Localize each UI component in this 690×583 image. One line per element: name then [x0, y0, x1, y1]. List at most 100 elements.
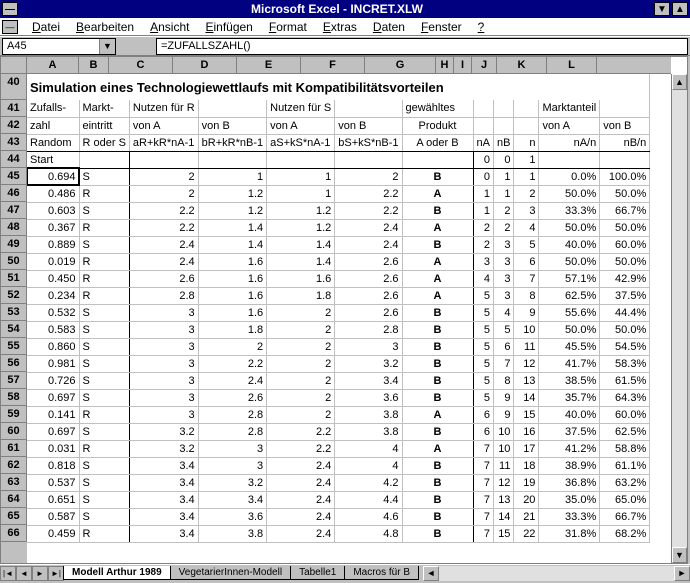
cell[interactable]: 4	[335, 440, 402, 457]
cell[interactable]: 5	[473, 372, 493, 389]
cell[interactable]: 65.0%	[600, 491, 650, 508]
cell[interactable]: S	[79, 202, 129, 219]
cell[interactable]: 7	[473, 457, 493, 474]
cell[interactable]: aR+kR*nA-1	[129, 134, 198, 151]
col-header-K[interactable]: K	[497, 57, 547, 73]
cell[interactable]: 2	[267, 321, 335, 338]
row-header-58[interactable]: 58	[1, 389, 27, 406]
menu-format[interactable]: Format	[261, 20, 315, 34]
cell[interactable]: 0.450	[27, 270, 79, 287]
cell[interactable]	[473, 100, 493, 117]
cell[interactable]: 13	[514, 372, 539, 389]
cell[interactable]	[335, 151, 402, 168]
cell[interactable]: B	[402, 372, 473, 389]
cell[interactable]: 38.9%	[539, 457, 600, 474]
cell[interactable]: 3	[493, 236, 513, 253]
cell[interactable]: 1.2	[267, 202, 335, 219]
cell[interactable]: 2	[493, 202, 513, 219]
cell[interactable]: 3.8	[335, 406, 402, 423]
maximize-button[interactable]: ▲	[672, 2, 688, 16]
cell[interactable]: 7	[473, 491, 493, 508]
cell[interactable]: 4	[514, 219, 539, 236]
menu-fenster[interactable]: Fenster	[413, 20, 470, 34]
cell[interactable]: 38.5%	[539, 372, 600, 389]
cell[interactable]: 11	[493, 457, 513, 474]
cell[interactable]: 2.2	[129, 219, 198, 236]
cell[interactable]: 0.141	[27, 406, 79, 423]
cell[interactable]: S	[79, 236, 129, 253]
cell[interactable]: 6	[473, 423, 493, 440]
cell[interactable]: Nutzen für R	[129, 100, 198, 117]
cell[interactable]: 2	[267, 304, 335, 321]
cell[interactable]	[493, 117, 513, 134]
cell[interactable]: 5	[473, 389, 493, 406]
cell[interactable]: 58.8%	[600, 440, 650, 457]
cell[interactable]: 50.0%	[539, 253, 600, 270]
cell[interactable]: R	[79, 525, 129, 542]
cell[interactable]: 2	[493, 219, 513, 236]
cell[interactable]: 1	[493, 168, 513, 185]
cell[interactable]: 4	[335, 457, 402, 474]
cell[interactable]: 2.6	[129, 270, 198, 287]
cell[interactable]: 5	[473, 338, 493, 355]
cell[interactable]: B	[402, 423, 473, 440]
row-header-60[interactable]: 60	[1, 423, 27, 440]
row-header-64[interactable]: 64	[1, 491, 27, 508]
cell[interactable]: 3	[198, 440, 266, 457]
cell[interactable]: S	[79, 355, 129, 372]
cell[interactable]: 1	[514, 151, 539, 168]
cell[interactable]: R	[79, 440, 129, 457]
cell[interactable]: 1.4	[198, 236, 266, 253]
cell[interactable]: 0.694	[27, 168, 79, 185]
cell[interactable]: B	[402, 525, 473, 542]
sheet-tab[interactable]: Tabelle1	[290, 566, 345, 580]
cell[interactable]: 2.4	[267, 525, 335, 542]
cell[interactable]: 12	[514, 355, 539, 372]
cell[interactable]: 0.532	[27, 304, 79, 321]
cell[interactable]: 3.2	[198, 474, 266, 491]
cell[interactable]: von A	[539, 117, 600, 134]
row-header-45[interactable]: 45	[1, 168, 27, 185]
cell[interactable]: 3.2	[335, 355, 402, 372]
sheet-tab[interactable]: Macros für B	[344, 566, 419, 580]
cell[interactable]	[600, 100, 650, 117]
cell[interactable]: B	[402, 355, 473, 372]
cell[interactable]: 2	[473, 219, 493, 236]
cell[interactable]: 9	[493, 406, 513, 423]
cell[interactable]: 3.4	[198, 491, 266, 508]
cell[interactable]: 0.234	[27, 287, 79, 304]
cell[interactable]: Random	[27, 134, 79, 151]
row-header-47[interactable]: 47	[1, 202, 27, 219]
cell[interactable]: 2.4	[335, 236, 402, 253]
cell[interactable]: 7	[473, 508, 493, 525]
cell[interactable]: A	[402, 253, 473, 270]
cell[interactable]: 2.4	[267, 491, 335, 508]
cell[interactable]: 2.8	[129, 287, 198, 304]
menu-bearbeiten[interactable]: Bearbeiten	[68, 20, 142, 34]
menu-?[interactable]: ?	[470, 20, 493, 34]
cell-grid[interactable]: Simulation eines Technologiewettlaufs mi…	[27, 74, 671, 563]
cell[interactable]: 0.019	[27, 253, 79, 270]
cell[interactable]: von A	[129, 117, 198, 134]
cell[interactable]: 2.2	[335, 202, 402, 219]
cell[interactable]: A	[402, 406, 473, 423]
cell[interactable]: S	[79, 508, 129, 525]
cell[interactable]: 3.4	[335, 372, 402, 389]
cell[interactable]: Marktanteil	[539, 100, 600, 117]
cell[interactable]: R oder S	[79, 134, 129, 151]
cell[interactable]: R	[79, 253, 129, 270]
cell[interactable]: 41.2%	[539, 440, 600, 457]
cell[interactable]: 19	[514, 474, 539, 491]
row-header-66[interactable]: 66	[1, 525, 27, 542]
cell[interactable]: 9	[493, 389, 513, 406]
cell[interactable]: nA	[473, 134, 493, 151]
cell[interactable]: 1.2	[198, 185, 266, 202]
cell[interactable]: 6	[514, 253, 539, 270]
cell[interactable]: 3.4	[129, 491, 198, 508]
row-header-63[interactable]: 63	[1, 474, 27, 491]
cell[interactable]: 0.697	[27, 389, 79, 406]
cell[interactable]: 3	[473, 253, 493, 270]
cell[interactable]: S	[79, 423, 129, 440]
cell[interactable]	[267, 151, 335, 168]
cell[interactable]: 2	[267, 389, 335, 406]
